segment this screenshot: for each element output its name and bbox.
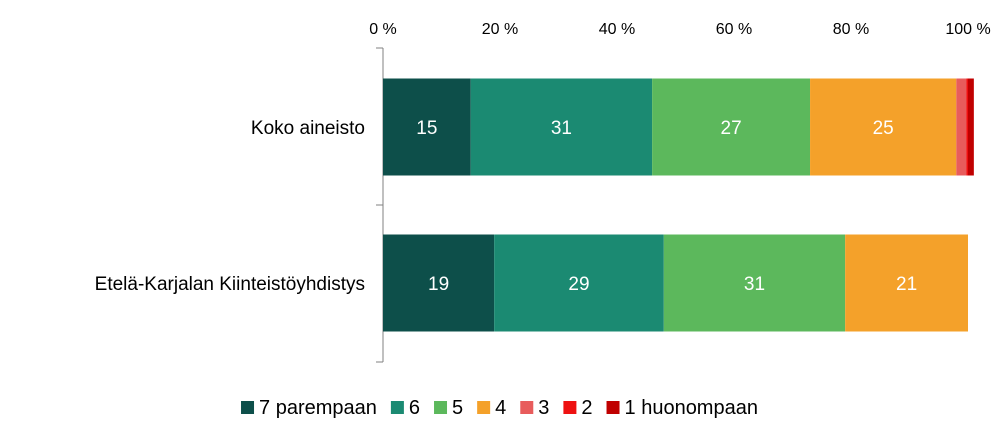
bar-segment [383,234,495,332]
labels-layer: Koko aineisto Etelä-Karjalan Kiinteistöyh… [95,118,918,295]
legend-item: 7 parempaan [241,397,377,419]
legend-swatch [434,401,448,414]
legend-swatch [390,401,404,414]
legend-label: 1 huonompaan [625,397,758,419]
legend-label: 7 parempaan [259,397,377,419]
bars-layer [383,78,974,332]
x-tick-label: 20 % [482,21,518,38]
x-tick-label: 0 % [369,21,397,38]
legend-label: 6 [409,397,420,419]
data-label: 19 [428,274,449,295]
bar-segment [383,78,471,176]
legend-label: 3 [538,397,549,419]
data-label: 21 [896,274,917,295]
legend-swatch [563,401,577,414]
bar-segment [966,78,968,176]
legend-item: 5 [434,397,463,419]
bar-segment [663,234,846,332]
data-label: 15 [416,118,437,139]
data-label: 27 [721,118,742,139]
x-tick-label: 80 % [833,21,869,38]
legend-item: 4 [477,397,506,419]
bar-segment [845,234,968,332]
legend-label: 5 [452,397,463,419]
category-label: Koko aineisto [251,118,365,139]
legend: 7 parempaan 6 5 4 3 2 1 huonompaan [241,397,758,419]
data-label: 31 [744,274,765,295]
data-label: 31 [551,118,572,139]
bar-segment [652,78,811,176]
legend-swatch [520,401,534,414]
bar-segment [470,78,653,176]
axis-layer: 0 % 20 % 40 % 60 % 80 % 100 % [369,21,991,363]
legend-item: 3 [520,397,549,419]
legend-item: 2 [563,397,593,419]
bar-segment [968,78,974,176]
bar-segment [810,78,957,176]
x-tick-label: 60 % [716,21,752,38]
legend-swatch [477,401,491,414]
legend-item: 1 huonompaan [606,397,758,419]
data-label: 25 [873,118,894,139]
legend-item: 6 [390,397,420,419]
bar-segment [956,78,967,176]
category-label: Etelä-Karjalan Kiinteistöyhdistys [95,274,365,295]
x-tick-label: 40 % [599,21,635,38]
legend-swatch [241,401,255,414]
x-tick-label: 100 % [945,21,990,38]
legend-label: 2 [581,397,592,419]
legend-label: 4 [495,397,506,419]
bar-segment [494,234,664,332]
data-label: 29 [568,274,589,295]
legend-swatch [606,401,620,414]
